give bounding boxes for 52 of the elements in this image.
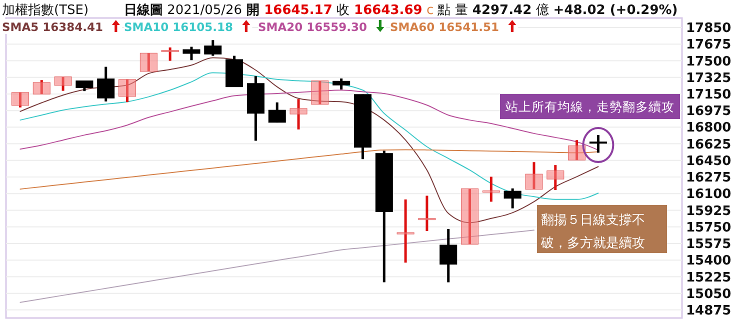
y-tick-label: 14875 [686,303,732,318]
annotation: 站上所有均線，走勢翻多續攻 [506,99,674,114]
y-tick-label: 15050 [686,286,732,302]
candlestick [440,228,458,284]
candlestick [589,134,607,154]
candlestick [568,138,586,162]
candlestick [525,160,543,191]
candlestick [546,164,564,192]
candlestick [268,101,286,124]
y-tick-label: 15400 [686,254,732,269]
y-tick-label: 16625 [686,137,732,152]
candlestick [32,78,50,96]
y-tick-label: 17325 [686,70,732,86]
y-tick-label: 17850 [686,21,732,36]
y-tick-label: 16975 [686,104,732,120]
line-series [20,230,534,303]
candlestick [161,46,179,62]
candlestick [118,78,136,104]
y-tick-label: 15925 [686,204,732,219]
y-tick-label: 15575 [686,237,732,252]
text: SMA5 16384.41 [2,20,104,34]
text: SMA60 16541.51 [390,20,500,34]
candlestick [54,76,72,92]
candlestick [396,198,414,264]
y-tick-label: 15750 [686,220,732,236]
chart-title: 加權指數(TSE) [2,3,89,18]
y-tick-label: 16275 [686,170,732,186]
candlestick [140,52,158,73]
candlestick [311,80,329,106]
y-tick-label: 17500 [686,54,732,70]
y-tick-label: 16800 [686,120,732,136]
candlestick [482,175,500,203]
candlestick [290,98,308,131]
candlestick [11,91,29,109]
candlestick [332,77,350,91]
y-tick-label: 17150 [686,88,732,102]
line-series [20,72,599,200]
y-tick-label: 16450 [686,154,732,169]
candlestick [76,80,94,92]
text: 日線圖 2021/05/26 開 16645.17 收 16643.69 c 點 量 4297.42 億 +48.02 (+0.29%) [124,3,678,18]
candlestick [182,46,200,62]
text: SMA10 16105.18 [124,20,234,34]
candlestick [504,187,522,210]
y-tick-label: 16100 [686,187,732,202]
text: SMA20 16559.30 [258,20,368,34]
candlestick [461,187,479,246]
y-tick-label: 17675 [686,38,732,53]
candlestick [97,66,115,103]
candlestick [204,38,222,58]
candlestick [418,194,436,232]
y-tick-label: 15225 [686,270,732,286]
annotation: 翻揚５日線支撐不破，多方就是續攻 [540,213,645,251]
